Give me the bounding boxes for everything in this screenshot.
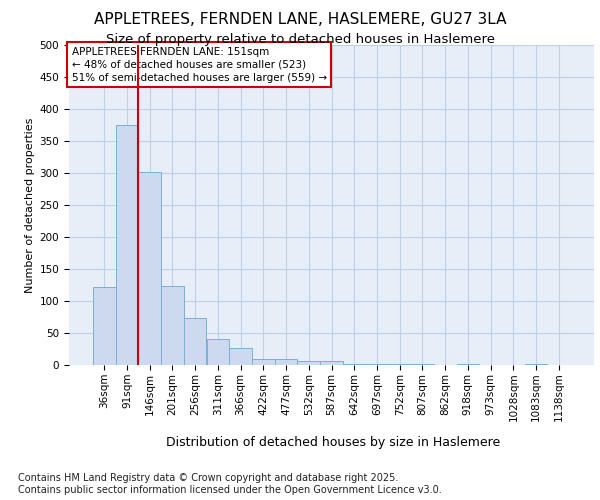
Text: APPLETREES FERNDEN LANE: 151sqm
← 48% of detached houses are smaller (523)
51% o: APPLETREES FERNDEN LANE: 151sqm ← 48% of… <box>71 46 327 83</box>
Bar <box>411 364 434 365</box>
Text: Size of property relative to detached houses in Haslemere: Size of property relative to detached ho… <box>106 32 494 46</box>
Bar <box>457 364 479 365</box>
Bar <box>229 348 252 365</box>
Bar <box>139 172 161 365</box>
Text: APPLETREES, FERNDEN LANE, HASLEMERE, GU27 3LA: APPLETREES, FERNDEN LANE, HASLEMERE, GU2… <box>94 12 506 28</box>
Bar <box>184 318 206 365</box>
Bar <box>275 358 298 365</box>
Text: Contains HM Land Registry data © Crown copyright and database right 2025.
Contai: Contains HM Land Registry data © Crown c… <box>18 474 442 495</box>
Bar <box>388 364 411 365</box>
Bar <box>524 364 547 365</box>
Bar <box>206 339 229 365</box>
Bar <box>298 360 320 365</box>
Text: Distribution of detached houses by size in Haslemere: Distribution of detached houses by size … <box>166 436 500 449</box>
Bar <box>343 364 365 365</box>
Bar <box>320 361 343 365</box>
Bar <box>365 364 388 365</box>
Y-axis label: Number of detached properties: Number of detached properties <box>25 118 35 292</box>
Bar <box>252 359 275 365</box>
Bar <box>161 286 184 365</box>
Bar <box>116 125 139 365</box>
Bar <box>93 287 116 365</box>
